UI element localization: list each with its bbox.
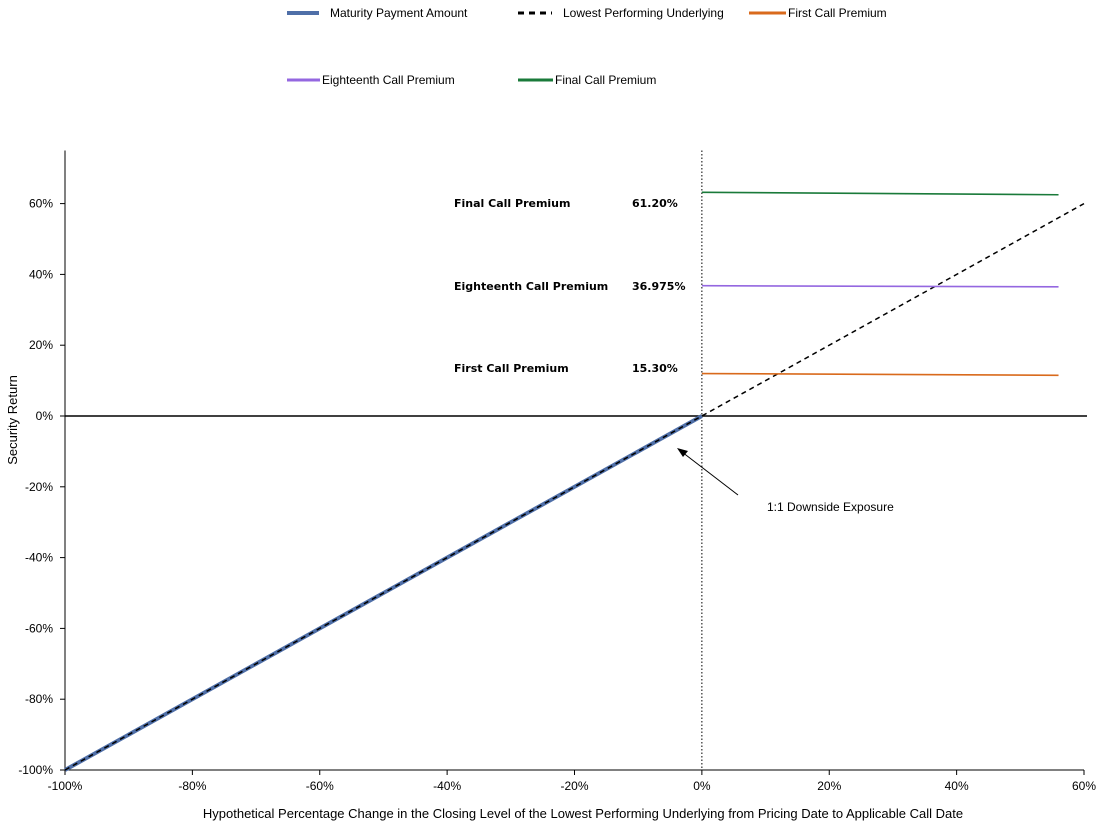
- legend-label-lowest-performing-underlying: Lowest Performing Underlying: [563, 6, 724, 20]
- legend-label-final-call-premium: Final Call Premium: [555, 73, 656, 87]
- x-tick-label: 20%: [817, 779, 841, 793]
- x-tick-label: -80%: [178, 779, 206, 793]
- y-tick-label: -20%: [25, 480, 53, 494]
- legend-item-first-call-premium: First Call Premium: [749, 6, 887, 20]
- y-tick-label: -80%: [25, 692, 53, 706]
- annotation-eighteenth-call-premium-label: Eighteenth Call Premium: [454, 280, 608, 293]
- axes: [64, 150, 1087, 771]
- x-tick-label: 0%: [693, 779, 711, 793]
- y-tick-label: 0%: [36, 409, 54, 423]
- legend-item-eighteenth-call-premium: Eighteenth Call Premium: [287, 73, 455, 87]
- series-line-final-call-premium: [701, 191, 1059, 196]
- legend-label-eighteenth-call-premium: Eighteenth Call Premium: [322, 73, 455, 87]
- annotation-downside-arrow: [681, 451, 739, 496]
- annotation-downside-exposure: 1:1 Downside Exposure: [767, 500, 894, 514]
- y-tick-label: -60%: [25, 621, 53, 635]
- annotation-first-call-premium-label: First Call Premium: [454, 362, 569, 375]
- annotation-downside-arrowhead: [677, 448, 688, 457]
- x-tick-label: 40%: [945, 779, 969, 793]
- x-axis-title: Hypothetical Percentage Change in the Cl…: [203, 806, 963, 821]
- annotations: Final Call Premium 61.20% Eighteenth Cal…: [454, 197, 894, 514]
- annotation-first-call-premium-value: 15.30%: [632, 362, 678, 375]
- annotation-final-call-premium-label: Final Call Premium: [454, 197, 570, 210]
- legend-label-maturity-payment-amount: Maturity Payment Amount: [330, 6, 468, 20]
- legend-label-first-call-premium: First Call Premium: [788, 6, 887, 20]
- legend: Maturity Payment Amount Lowest Performin…: [287, 6, 887, 87]
- series-layer: [64, 191, 1085, 772]
- x-axis-ticks: -100% -80% -60% -40% -20% 0% 20% 40% 60%: [48, 770, 1096, 793]
- annotation-eighteenth-call-premium-value: 36.975%: [632, 280, 685, 293]
- y-tick-label: -40%: [25, 551, 53, 565]
- x-tick-label: -60%: [306, 779, 334, 793]
- x-tick-label: 60%: [1072, 779, 1096, 793]
- series-line-first-call-premium: [701, 372, 1059, 377]
- y-tick-label: 60%: [29, 197, 53, 211]
- series-line-eighteenth-call-premium: [701, 284, 1059, 288]
- x-tick-label: -100%: [48, 779, 83, 793]
- y-axis-ticks: 60% 40% 20% 0% -20% -40% -60% -80% -100%: [18, 197, 65, 777]
- y-tick-label: 20%: [29, 338, 53, 352]
- x-tick-label: -20%: [560, 779, 588, 793]
- legend-item-final-call-premium: Final Call Premium: [518, 73, 656, 87]
- y-axis-title: Security Return: [5, 375, 20, 465]
- y-tick-label: 40%: [29, 267, 53, 281]
- x-tick-label: -40%: [433, 779, 461, 793]
- legend-item-lowest-performing-underlying: Lowest Performing Underlying: [518, 6, 724, 20]
- y-tick-label: -100%: [18, 763, 53, 777]
- annotation-final-call-premium-value: 61.20%: [632, 197, 678, 210]
- legend-item-maturity-payment-amount: Maturity Payment Amount: [287, 6, 468, 20]
